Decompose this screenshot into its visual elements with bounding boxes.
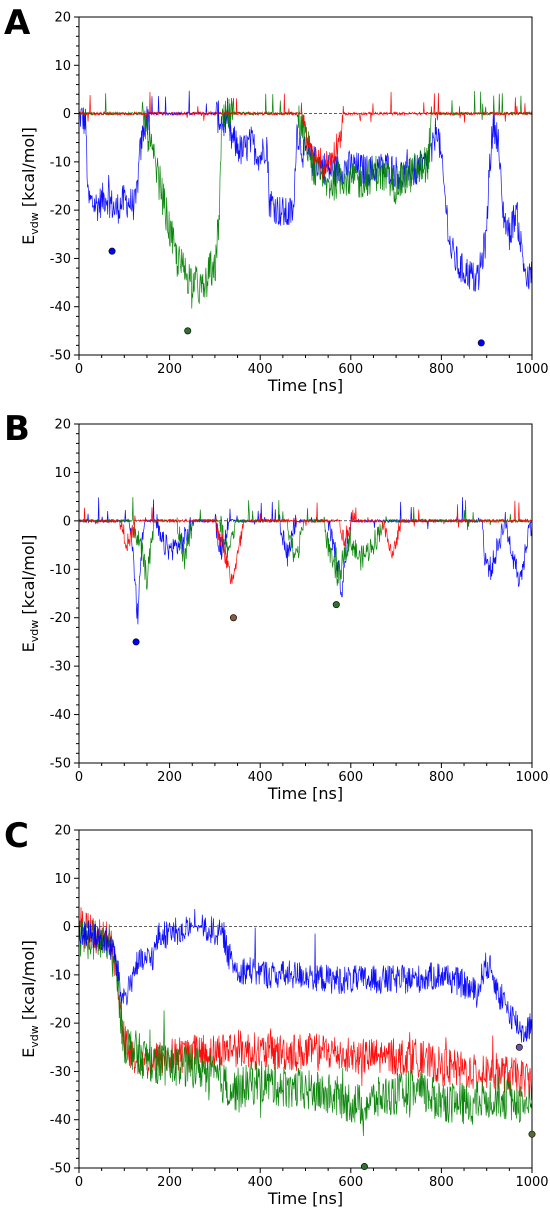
series-line-1 [79,907,532,1101]
x-tick-label: 0 [75,1175,83,1190]
y-tick-label: -30 [50,252,71,267]
y-axis-title: Evdw [kcal/mol] [19,127,41,245]
x-tick-label: 200 [157,1175,182,1190]
x-tick-label: 0 [75,770,83,785]
y-tick-label: 20 [54,418,71,433]
y-tick-label: 10 [54,59,71,74]
plot-frame [78,829,533,1169]
y-axis-title: Evdw [kcal/mol] [19,940,41,1058]
marker-point [360,1163,368,1171]
x-tick-label: 400 [248,362,273,377]
x-tick-label: 600 [338,770,363,785]
panel-letter: B [4,409,30,449]
marker-point [108,247,116,255]
y-tick-label: -10 [50,563,71,578]
x-tick-label: 1000 [515,770,548,785]
panel-a: A 0 200 400 600 800 1000 20 10 0 -10 -20 -30 -40 -50 Ti… [4,3,549,395]
plot-frame [78,16,533,356]
y-tick-label: -40 [50,300,71,315]
y-tick-label: -20 [50,204,71,219]
panel-letter: C [4,816,29,856]
marker-point [332,601,340,609]
y-tick-label: -20 [50,1017,71,1032]
y-tick-label: -40 [50,708,71,723]
series-line-2 [79,918,532,1137]
series-group [79,90,532,309]
x-tick-label: 800 [429,362,454,377]
marker-point [184,327,192,335]
x-tick-label: 400 [248,1175,273,1190]
series-group [79,497,532,625]
series-line-2 [79,90,532,309]
series-line-3 [79,500,532,584]
panel-c: C 0 200 400 600 800 1000 20 10 0 -10 -20 -30 -40 -50 Ti… [4,816,549,1208]
marker-point [515,1043,523,1051]
x-tick-label: 0 [75,362,83,377]
x-axis-title: Time [ns] [267,784,343,803]
x-tick-label: 800 [429,770,454,785]
panel-letter: A [4,3,31,43]
panel-b: B 0 200 400 600 800 1000 20 10 0 -10 -20 -30 -40 -50 Ti… [4,409,549,803]
y-tick-label: -10 [50,155,71,170]
y-tick-label: -20 [50,611,71,626]
y-tick-label: 0 [63,920,71,935]
marker-point [477,339,485,347]
series-line-2 [79,497,532,590]
x-tick-label: 1000 [515,1175,548,1190]
y-tick-label: -50 [50,757,71,772]
x-axis-title: Time [ns] [267,1189,343,1208]
marker-point [132,638,140,646]
marker-point [528,1130,536,1138]
x-tick-label: 400 [248,770,273,785]
y-tick-label: 10 [54,872,71,887]
x-tick-label: 800 [429,1175,454,1190]
y-tick-label: 20 [54,824,71,839]
y-tick-label: -30 [50,660,71,675]
y-tick-label: 10 [54,466,71,481]
y-tick-label: -10 [50,968,71,983]
y-tick-label: -50 [50,349,71,364]
y-axis-title: Evdw [kcal/mol] [19,535,41,653]
series-line-3 [79,91,532,179]
y-tick-label: 20 [54,11,71,26]
x-tick-label: 600 [338,1175,363,1190]
y-tick-label: -50 [50,1162,71,1177]
x-tick-label: 1000 [515,362,548,377]
marker-point [229,614,237,622]
y-tick-label: 0 [63,514,71,529]
y-tick-label: 0 [63,107,71,122]
plot-frame [78,423,533,764]
series-line-3 [79,909,532,1043]
x-tick-label: 200 [157,362,182,377]
series-group [79,907,532,1137]
x-tick-label: 200 [157,770,182,785]
y-tick-label: -30 [50,1065,71,1080]
x-tick-label: 600 [338,362,363,377]
y-tick-label: -40 [50,1113,71,1128]
x-axis-title: Time [ns] [267,376,343,395]
